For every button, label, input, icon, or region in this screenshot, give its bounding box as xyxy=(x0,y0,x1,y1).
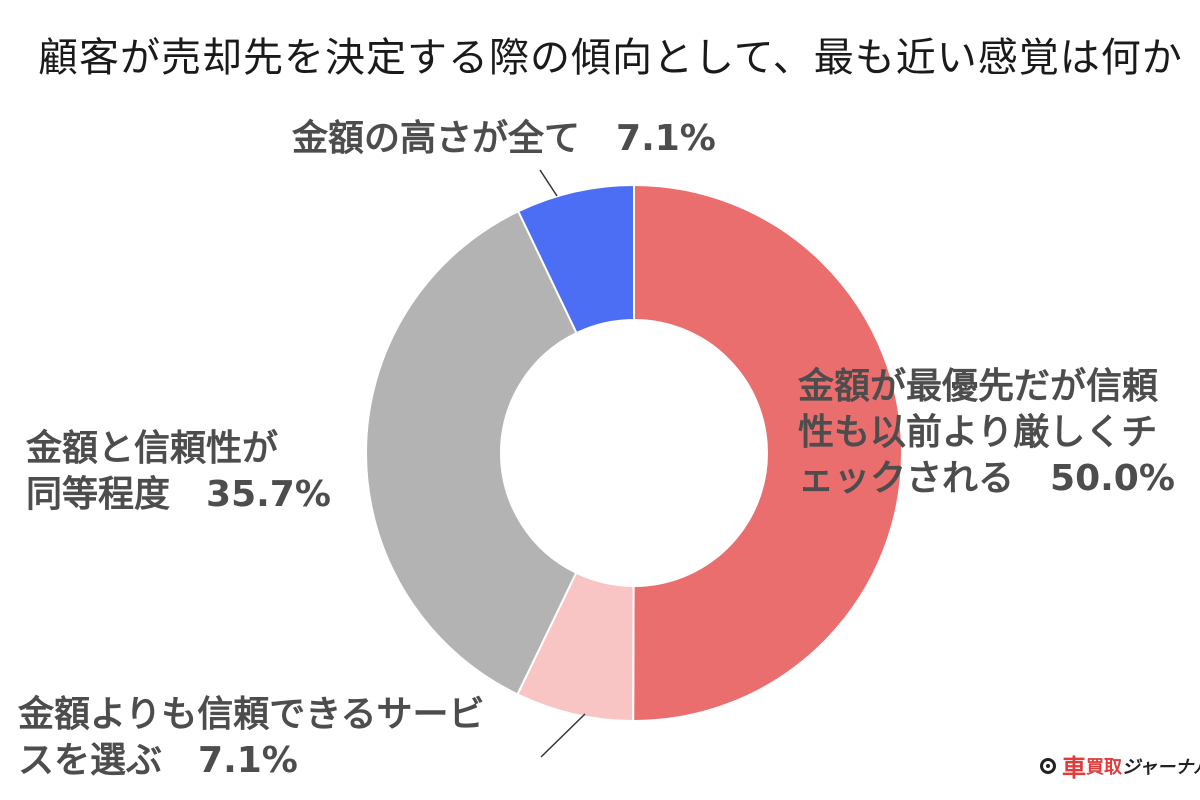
credit-part-3: ジャーナル xyxy=(1122,756,1200,778)
slice-label-text: スを選ぶ xyxy=(18,740,163,781)
leader-line-top xyxy=(539,169,558,197)
credit-part-2: 買取 xyxy=(1086,756,1122,778)
slice-label-text: 同等程度 xyxy=(26,474,171,515)
slice-label-text: 性も以前より厳しくチ xyxy=(798,412,1158,453)
slice-label-value: 7.1% xyxy=(616,118,716,159)
slice-label-text: 金額よりも信頼できるサービ xyxy=(18,694,485,735)
slice-label-text: 金額と信頼性が xyxy=(26,428,279,469)
donut-slice-4 xyxy=(516,183,635,335)
slice-label-amount-priority: 金額が最優先だが信頼 性も以前より厳しくチ ェックされる 50.0% xyxy=(798,364,1175,502)
slice-label-trust-over-amount: 金額よりも信頼できるサービ スを選ぶ 7.1% xyxy=(18,692,485,784)
slice-label-value: 35.7% xyxy=(206,474,331,515)
slice-label-text: 金額の高さが全て xyxy=(292,118,581,159)
leader-line-bottom xyxy=(540,713,586,758)
chart-title: 顧客が売却先を決定する際の傾向として、最も近い感覚は何か xyxy=(38,35,1183,81)
tire-logo-icon xyxy=(1040,757,1056,774)
slice-label-value: 50.0% xyxy=(1050,458,1175,499)
credit-part-1: 車 xyxy=(1062,754,1086,782)
slice-label-text: ェックされる xyxy=(798,458,1015,499)
slice-label-amount-only: 金額の高さが全て 7.1% xyxy=(292,116,716,162)
source-credit-logo: 車 買取 ジャーナル xyxy=(1040,748,1200,783)
slice-label-value: 7.1% xyxy=(198,740,298,781)
slice-label-equal: 金額と信頼性が 同等程度 35.7% xyxy=(26,426,331,518)
donut-slices xyxy=(365,183,903,723)
slice-label-text: 金額が最優先だが信頼 xyxy=(798,366,1159,407)
donut-slice-1 xyxy=(632,183,903,722)
donut-slice-3 xyxy=(365,209,578,696)
